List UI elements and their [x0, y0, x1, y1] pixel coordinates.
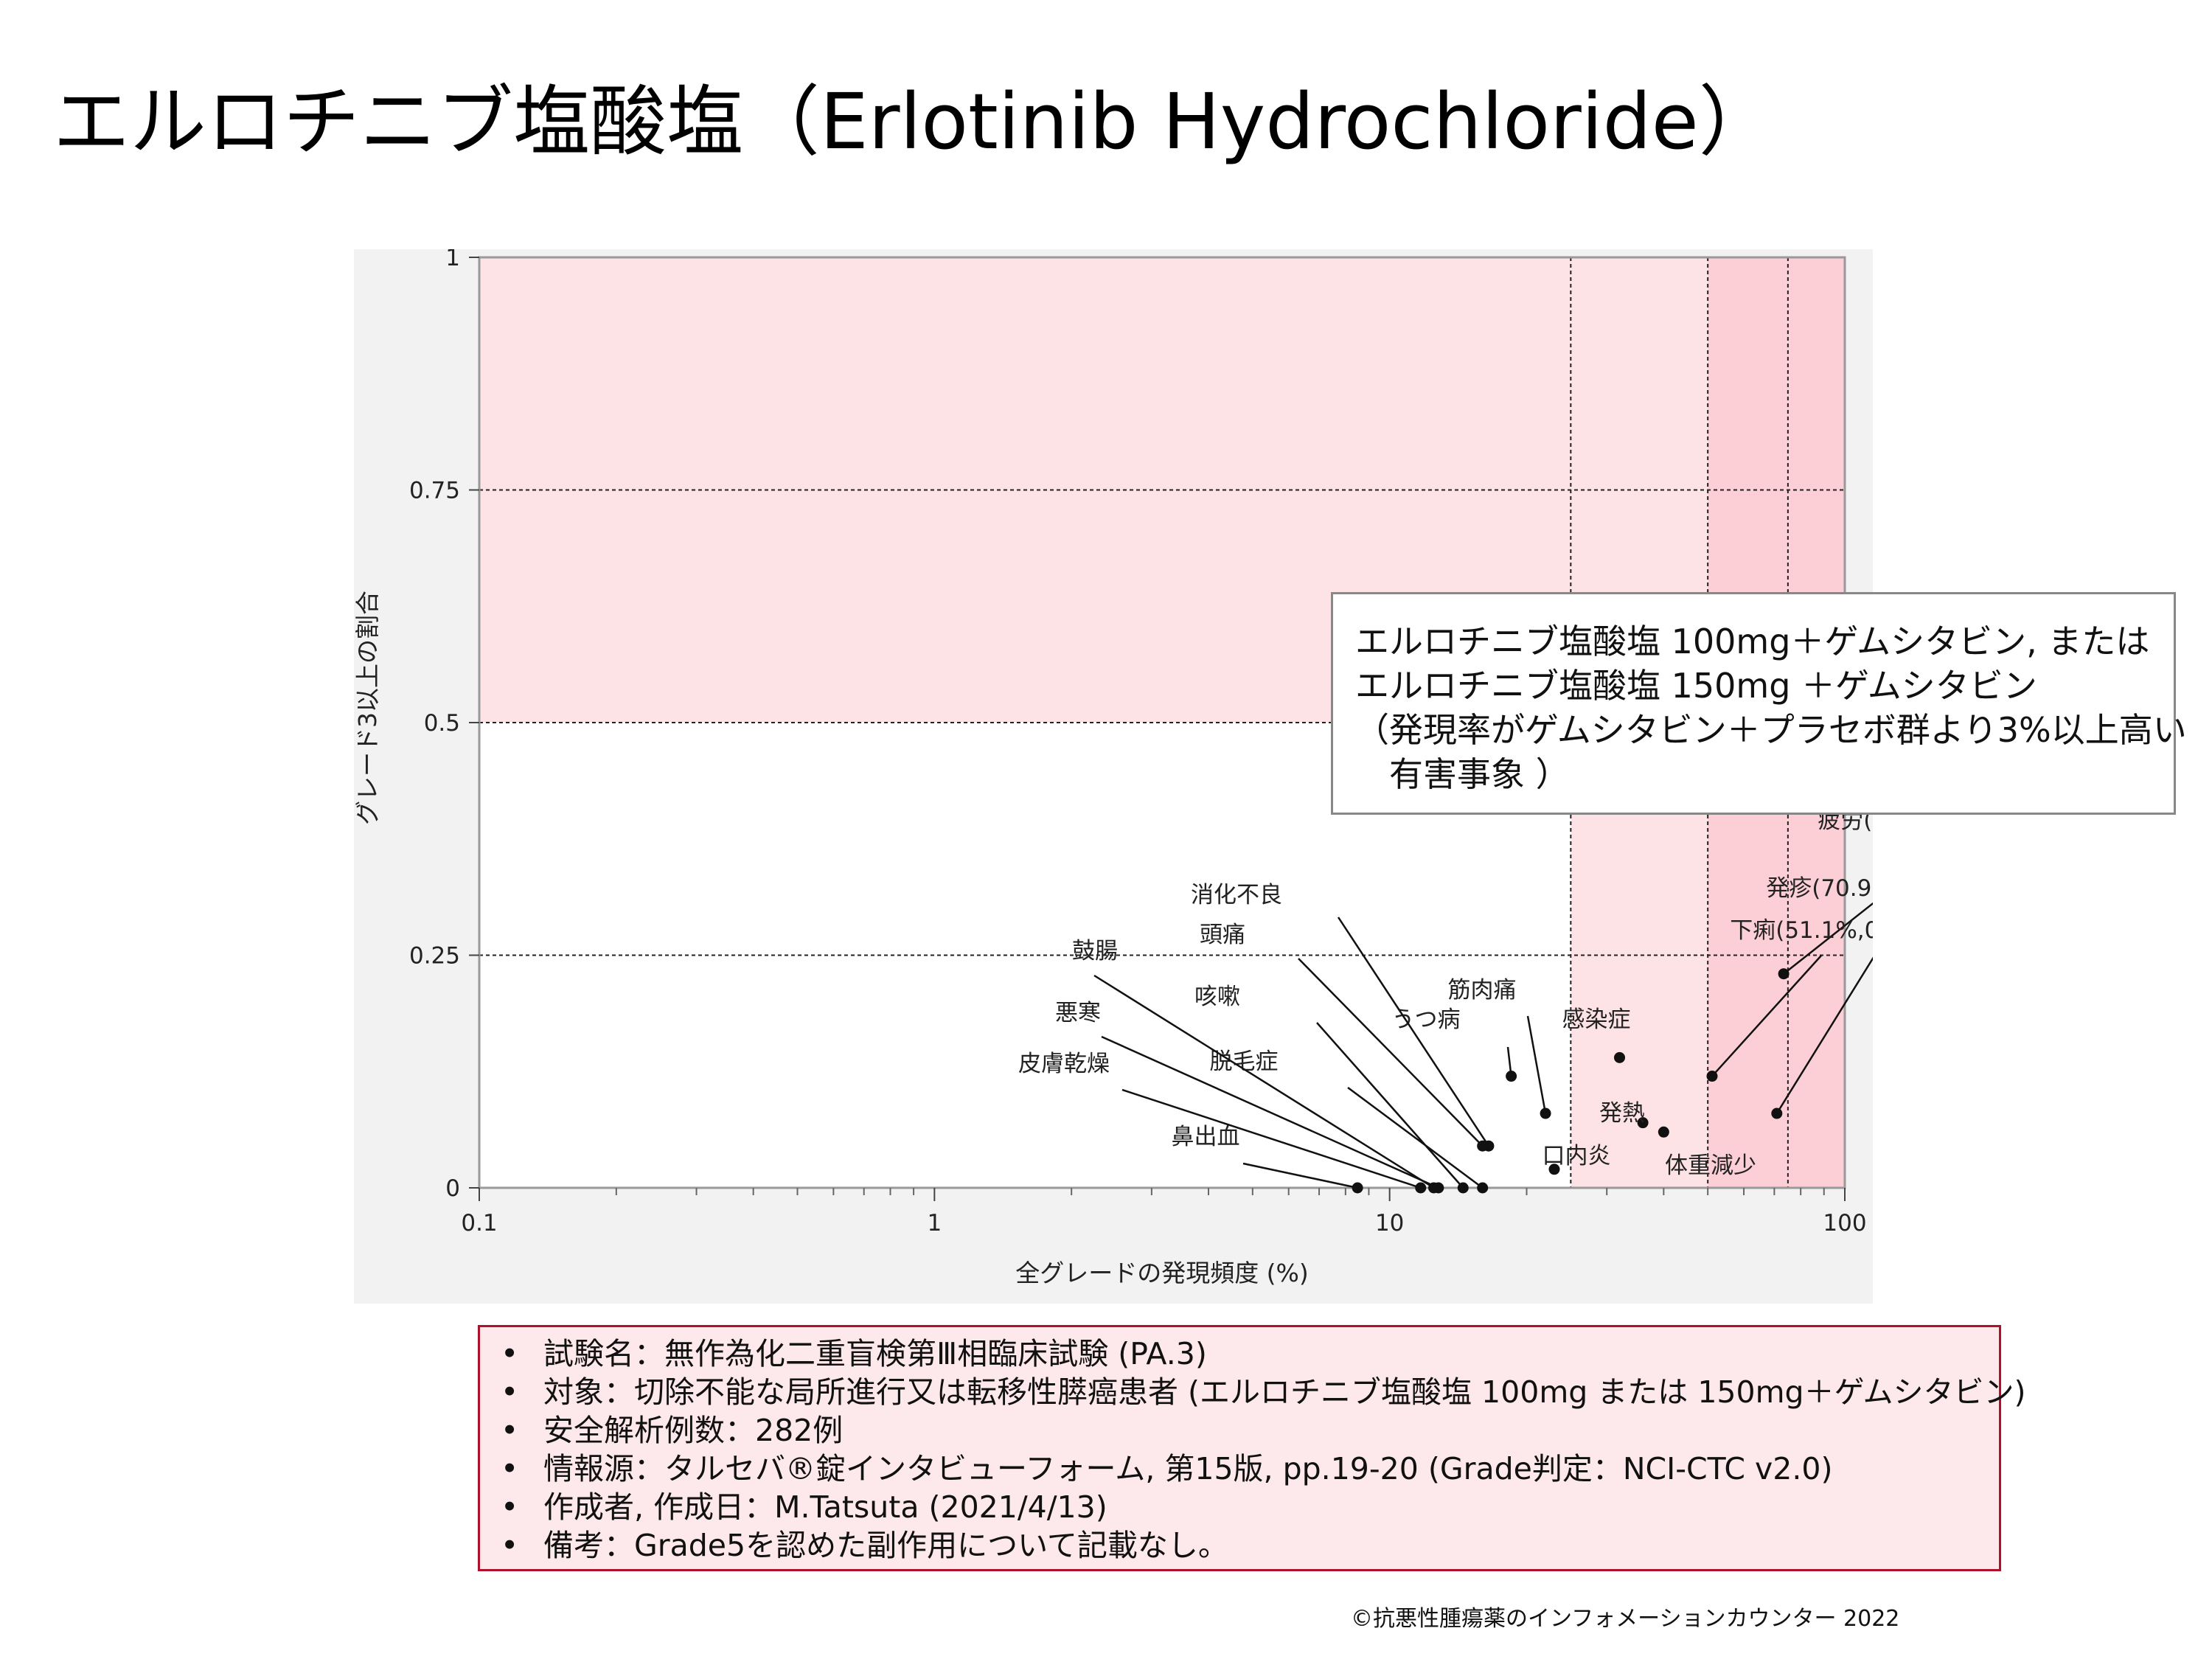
chart-annotation-box: エルロチニブ塩酸塩 100mg＋ゲムシタビン, または エルロチニブ塩酸塩 15…	[1331, 592, 2187, 815]
data-point	[1614, 1051, 1626, 1063]
data-point-label: 下痢(51.1%,0.12)	[1730, 917, 1873, 944]
leader-line	[1298, 958, 1484, 1147]
leader-line	[1775, 956, 1873, 1114]
data-point-label: 悪寒	[1055, 1000, 1101, 1026]
leader-line	[1783, 902, 1873, 975]
data-point-label: 咳嗽	[1194, 984, 1240, 1010]
annotation-line: エルロチニブ塩酸塩 150mg ＋ゲムシタビン	[1355, 666, 2037, 706]
leader-line	[1242, 1162, 1358, 1189]
leader-line	[1526, 1015, 1547, 1114]
y-axis-label: グレード3以上の割合	[354, 591, 382, 825]
data-point-label: 鼓腸	[1072, 938, 1118, 964]
data-point	[1778, 968, 1790, 980]
x-axis-label: 全グレードの発現頻度 (%)	[1015, 1259, 1309, 1287]
data-point	[1477, 1140, 1489, 1152]
leader-line	[1711, 955, 1822, 1077]
data-point	[1658, 1126, 1669, 1138]
leader-line	[1101, 1035, 1439, 1189]
y-tick-label: 0.5	[424, 710, 460, 737]
data-point-label: 筋肉痛	[1448, 977, 1517, 1004]
y-tick-label: 0	[445, 1175, 460, 1202]
y-tick-label: 1	[445, 249, 460, 271]
data-point-label: 発疹(70.9%,0.08)	[1766, 875, 1873, 902]
data-point-label: 鼻出血	[1172, 1124, 1240, 1150]
data-point	[1637, 1117, 1649, 1129]
chart-area: 0.1 1 10 100 0 0.25 0.5 0.75 1 全グレードの発現頻度 (%) グレード…	[354, 249, 2187, 1304]
copyright: ©抗悪性腫瘍薬のインフォメーションカウンター 2022	[1351, 1606, 1900, 1632]
page-title: エルロチニブ塩酸塩（Erlotinib Hydrochloride）	[53, 77, 1775, 167]
x-tick-label: 10	[1375, 1210, 1404, 1237]
data-point-label: 皮膚乾燥	[1018, 1051, 1110, 1077]
leader-line	[1121, 1088, 1422, 1189]
y-tick-label: 0.25	[409, 943, 460, 970]
data-point	[1457, 1182, 1469, 1194]
data-point-label: 脱毛症	[1210, 1048, 1279, 1075]
data-point	[1706, 1071, 1718, 1082]
study-info-box: 試験名：無作為化二重盲検第Ⅲ相臨床試験 (PA.3) 対象：切除不能な局所進行又…	[478, 1325, 2026, 1571]
info-item: 作成者, 作成日：M.Tatsuta (2021/4/13)	[501, 1488, 1999, 1526]
data-point	[1506, 1071, 1517, 1082]
x-tick-label: 0.1	[461, 1210, 497, 1237]
info-item: 情報源：タルセバ®錠インタビューフォーム, 第15版, pp.19-20 (Gr…	[501, 1450, 1999, 1488]
data-point	[1540, 1107, 1551, 1119]
data-point	[1548, 1164, 1560, 1175]
data-point-label: 消化不良	[1191, 882, 1282, 908]
annotation-line: 有害事象 ）	[1355, 754, 1570, 794]
data-point	[1415, 1182, 1427, 1194]
data-point-label: 体重減少	[1665, 1152, 1756, 1179]
info-item: 安全解析例数：282例	[501, 1411, 1999, 1450]
leader-line	[1093, 974, 1435, 1189]
data-point-label: 感染症	[1562, 1006, 1631, 1033]
data-point	[1433, 1182, 1444, 1194]
info-item: 対象：切除不能な局所進行又は転移性膵癌患者 (エルロチニブ塩酸塩 100mg ま…	[501, 1373, 2026, 1411]
data-point	[1477, 1182, 1489, 1194]
y-tick-label: 0.75	[409, 478, 460, 504]
info-item: 試験名：無作為化二重盲検第Ⅲ相臨床試験 (PA.3)	[501, 1335, 1999, 1373]
leader-line	[1347, 1086, 1484, 1189]
data-point-label: うつ病	[1392, 1006, 1461, 1033]
x-tick-label: 1	[927, 1210, 942, 1237]
data-point-label: 発熱	[1599, 1100, 1645, 1127]
annotation-line: （発現率がゲムシタビン＋プラセボ群より3%以上高い	[1355, 710, 2187, 750]
leader-line	[1337, 917, 1489, 1147]
data-point-label: 頭痛	[1200, 922, 1245, 948]
leader-line	[1316, 1022, 1464, 1189]
data-point	[1771, 1107, 1783, 1119]
x-tick-label: 100	[1823, 1210, 1866, 1237]
data-point	[1352, 1182, 1363, 1194]
info-item: 備考：Grade5を認めた副作用について記載なし。	[501, 1526, 1999, 1565]
data-point-label: 口内炎	[1543, 1143, 1611, 1169]
annotation-line: エルロチニブ塩酸塩 100mg＋ゲムシタビン, または	[1355, 622, 2150, 661]
